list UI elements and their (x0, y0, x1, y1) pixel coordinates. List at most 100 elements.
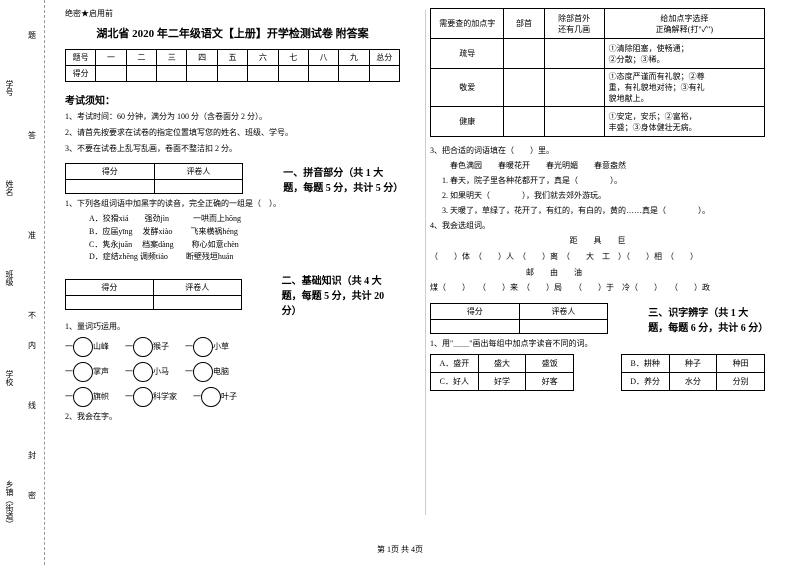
binding-margin: 乡镇（街道）学校班级姓名学号题答准不内线封密 (0, 0, 45, 565)
grader-box: 得分评卷人 (65, 279, 242, 310)
score-header: 四 (187, 50, 217, 66)
q1-stem: 1、下列各组词语中加黑字的读音，完全正确的一组是（ ）。 (65, 198, 400, 210)
section-3-header: 得分评卷人 三、识字辨字（共 1 大题，每题 6 分，共计 6 分） (430, 303, 765, 334)
lookup-header: 部首 (504, 9, 544, 39)
q3-item: 3. 天暖了，草绿了，花开了，有红的，有白的，黄的……真是（ ）。 (442, 205, 765, 217)
lookup-row: 敬爱 ①态度严谨而有礼貌；②尊重，有礼貌地对待；③有礼貌地献上。 (431, 69, 765, 107)
grader-cell: 评卷人 (154, 164, 243, 180)
score-header: 一 (96, 50, 126, 66)
char-cell: 种子 (669, 355, 717, 373)
score-value-row: 得分 (66, 66, 400, 82)
q3-1-stem: 1、用"＿＿"画出每组中加点字读音不同的词。 (430, 338, 765, 350)
char-cell (574, 355, 622, 373)
notice-item: 2、请首先按要求在试卷的指定位置填写您的姓名、班级、学号。 (65, 127, 400, 139)
option: B．应届yīng 发酵xiào 飞来横祸héng (89, 226, 400, 239)
binding-label: 班级 (4, 270, 15, 286)
section-3-title: 三、识字辨字（共 1 大题，每题 6 分，共计 6 分） (648, 304, 765, 334)
lookup-explain: ①安定，安乐；②富裕，丰盛；③身体健壮无病。 (604, 107, 764, 137)
score-header-row: 题号一二三四五六七八九总分 (66, 50, 400, 66)
page-footer: 第 1页 共 4页 (0, 544, 800, 555)
score-row-label: 得分 (66, 66, 96, 82)
q4-chars: 距 具 巨 (430, 235, 765, 248)
score-cell: 得分 (431, 304, 520, 320)
score-header: 八 (308, 50, 338, 66)
score-cell: 得分 (66, 280, 154, 296)
q3-stem: 3、把合适的词语填在（ ）里。 (430, 145, 765, 157)
lookup-strokes (544, 69, 604, 107)
q4-fill: 邮 由 油 (430, 267, 765, 280)
option: D．症结zhēng 调频tiáo 断壁残垣huán (89, 251, 400, 264)
exam-title: 湖北省 2020 年二年级语文【上册】开学检测试卷 附答案 (65, 25, 400, 41)
char-cell: 好学 (478, 373, 526, 391)
char-cell: A．盛开 (431, 355, 479, 373)
q3-item: 1. 春天，院子里各种花都开了，真是（ ）。 (442, 175, 765, 187)
lookup-header: 给加点字选择正确解释(打"✓") (604, 9, 764, 39)
q4-fill: （ ）体 （ ）人 （ ）离 （ 大 工 ）（ ）相 （ ） (430, 251, 765, 264)
binding-char: 准 (28, 230, 36, 241)
score-header: 三 (157, 50, 187, 66)
lookup-radical (504, 107, 544, 137)
score-header: 五 (217, 50, 247, 66)
notice-title: 考试须知： (65, 92, 400, 107)
score-header: 二 (126, 50, 156, 66)
grader-cell: 评卷人 (519, 304, 608, 320)
grader-cell: 评卷人 (153, 280, 241, 296)
char-cell: C．好人 (431, 373, 479, 391)
char-cell: 水分 (669, 373, 717, 391)
notice-item: 1、考试时间：60 分钟，满分为 100 分（含卷面分 2 分）。 (65, 111, 400, 123)
q4-fill: 煤（ ） （ ）来 （ ）局 （ ）于 冷（ ） （ ）政 (430, 282, 765, 295)
binding-char: 封 (28, 450, 36, 461)
binding-char: 答 (28, 130, 36, 141)
score-header: 六 (248, 50, 278, 66)
char-row: A．盛开盛大盛饭B．耕种种子种田 (431, 355, 765, 373)
char-table: A．盛开盛大盛饭B．耕种种子种田C．好人好学好客 D．养分水分分别 (430, 354, 765, 391)
q3-words: 春色满园 春暖花开 春光明媚 春意盎然 (450, 160, 765, 172)
option: C．隽永juān 档案dàng 称心如意chèn (89, 239, 400, 252)
measure-row: 一掌声 一小马 一电脑 (65, 361, 400, 383)
measure-row: 一旗帜 一科学家 一叶子 (65, 386, 400, 408)
notice-item: 3、不要在试卷上乱写乱画，卷面不整洁扣 2 分。 (65, 143, 400, 155)
lookup-header: 除部首外还有几画 (544, 9, 604, 39)
binding-char: 不 (28, 310, 36, 321)
score-table: 题号一二三四五六七八九总分 得分 (65, 49, 400, 82)
char-cell (574, 373, 622, 391)
page-content: 绝密★启用前 湖北省 2020 年二年级语文【上册】开学检测试卷 附答案 题号一… (0, 0, 800, 520)
char-cell: D．养分 (621, 373, 669, 391)
binding-label: 学号 (4, 80, 15, 96)
grader-box: 得分评卷人 (65, 163, 243, 194)
lookup-radical (504, 69, 544, 107)
lookup-char: 疏导 (431, 39, 504, 69)
score-header: 题号 (66, 50, 96, 66)
grader-box: 得分评卷人 (430, 303, 608, 334)
section-2-title: 二、基础知识（共 4 大题，每题 5 分，共计 20 分） (282, 272, 400, 317)
lookup-explain: ①态度严谨而有礼貌；②尊重，有礼貌地对待；③有礼貌地献上。 (604, 69, 764, 107)
measure-row: 一山峰 一猴子 一小草 (65, 336, 400, 358)
char-cell: 分别 (717, 373, 765, 391)
lookup-header: 需要查的加点字 (431, 9, 504, 39)
secret-label: 绝密★启用前 (65, 8, 400, 19)
char-cell: 盛饭 (526, 355, 574, 373)
binding-char: 线 (28, 400, 36, 411)
binding-label: 姓名 (4, 180, 15, 196)
char-cell: 好客 (526, 373, 574, 391)
lookup-char: 健康 (431, 107, 504, 137)
option: A．狡猾xiá 强劲jìn 一哄而上hōng (89, 213, 400, 226)
score-cell: 得分 (66, 164, 155, 180)
score-header: 总分 (369, 50, 399, 66)
char-cell: 盛大 (478, 355, 526, 373)
lookup-strokes (544, 107, 604, 137)
lookup-explain: ①清除阻塞，使畅通；②分散；③稀。 (604, 39, 764, 69)
section-1-title: 一、拼音部分（共 1 大题，每题 5 分，共计 5 分） (283, 164, 400, 194)
binding-char: 题 (28, 30, 36, 41)
left-column: 绝密★启用前 湖北省 2020 年二年级语文【上册】开学检测试卷 附答案 题号一… (50, 8, 415, 520)
lookup-strokes (544, 39, 604, 69)
lookup-char: 敬爱 (431, 69, 504, 107)
binding-char: 密 (28, 490, 36, 501)
lookup-radical (504, 39, 544, 69)
score-header: 九 (339, 50, 369, 66)
lookup-row: 疏导 ①清除阻塞，使畅通；②分散；③稀。 (431, 39, 765, 69)
right-column: 需要查的加点字部首除部首外还有几画给加点字选择正确解释(打"✓") 疏导 ①清除阻… (415, 8, 780, 520)
binding-char: 内 (28, 340, 36, 351)
section-2-header: 得分评卷人 二、基础知识（共 4 大题，每题 5 分，共计 20 分） (65, 272, 400, 317)
q4-stem: 4、我会选组词。 (430, 220, 765, 232)
